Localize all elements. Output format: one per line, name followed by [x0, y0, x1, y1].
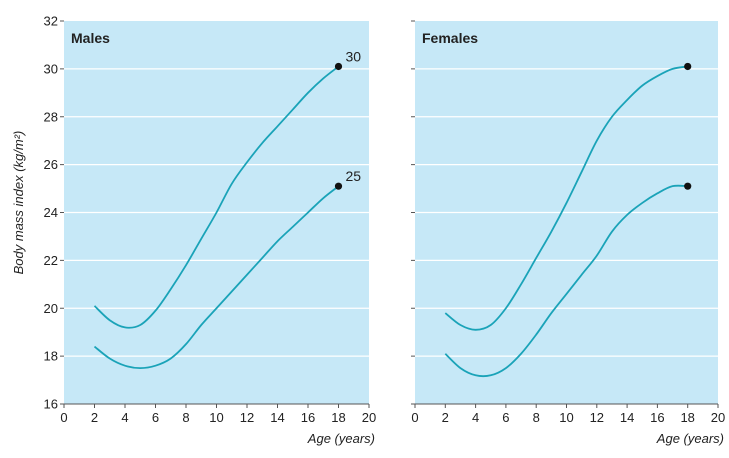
x-tick-label: 6 [502, 410, 509, 425]
x-axis-title: Age (years) [307, 431, 375, 446]
x-tick-label: 18 [680, 410, 694, 425]
y-tick-label: 32 [44, 14, 58, 29]
series-end-marker [684, 62, 692, 71]
panel-females: 0 2 4 6 8 10 12 14 16 18 20 Age (years) Females [411, 20, 725, 446]
panel-title: Females [422, 30, 478, 46]
x-tick-label: 12 [590, 410, 604, 425]
x-tick-label: 16 [301, 410, 315, 425]
x-axis-title: Age (years) [656, 431, 724, 446]
x-tick-label: 14 [620, 410, 634, 425]
x-tick-label: 8 [182, 410, 189, 425]
y-tick-label: 28 [44, 109, 58, 124]
x-tick-label: 14 [270, 410, 284, 425]
series-line [444, 184, 688, 378]
x-tick-label: 10 [209, 410, 223, 425]
x-tick-label: 8 [533, 410, 540, 425]
y-tick-label: 16 [44, 397, 58, 412]
x-tick-label: 20 [362, 410, 376, 425]
y-tick-label: 22 [44, 253, 58, 268]
x-tick-label: 20 [711, 410, 725, 425]
x-tick-label: 2 [91, 410, 98, 425]
y-axis-title: Body mass index (kg/m²) [11, 131, 26, 275]
series-line [93, 185, 340, 369]
series-end-marker [684, 182, 692, 190]
x-tick-label: 0 [60, 410, 67, 425]
x-tick-label: 2 [442, 410, 449, 425]
y-tick-label: 18 [44, 349, 58, 364]
x-tick-label: 12 [240, 410, 254, 425]
x-tick-label: 4 [121, 410, 128, 425]
y-tick-label: 20 [44, 301, 58, 316]
x-tick-label: 0 [411, 410, 418, 425]
y-tick-label: 30 [44, 61, 58, 76]
panel-title: Males [71, 30, 110, 46]
series-end-label: 25 [346, 168, 362, 184]
y-tick-label: 24 [44, 205, 58, 220]
x-tick-label: 6 [152, 410, 159, 425]
series-line [93, 65, 340, 329]
x-tick-label: 18 [331, 410, 345, 425]
series-end-marker [334, 62, 343, 71]
series-line [444, 65, 688, 331]
y-tick-label: 26 [44, 157, 58, 172]
x-tick-label: 16 [650, 410, 664, 425]
x-tick-label: 4 [472, 410, 479, 425]
panel-males: 0 2 4 6 8 10 12 14 16 18 20 Age (years) Males 30 25 [60, 20, 376, 446]
series-end-label: 30 [346, 48, 362, 64]
x-tick-label: 10 [559, 410, 573, 425]
series-end-marker [334, 182, 343, 190]
